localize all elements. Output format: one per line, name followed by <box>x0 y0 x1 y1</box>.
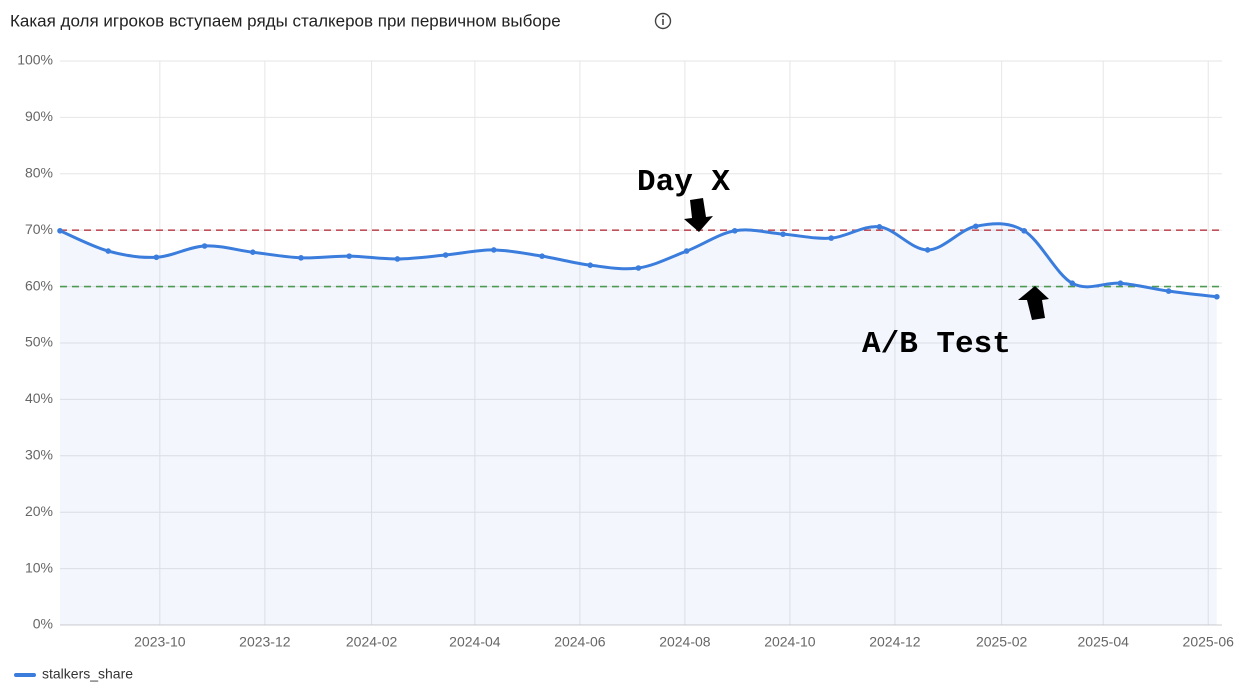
chart-title: Какая доля игроков вступаем ряды сталкер… <box>10 11 561 30</box>
point <box>153 254 160 261</box>
info-icon[interactable] <box>654 12 672 30</box>
y-tick-label: 30% <box>25 447 53 463</box>
annotation-arrow <box>1018 286 1049 320</box>
x-tick-label: 2024-06 <box>554 634 606 650</box>
y-tick-label: 40% <box>25 390 53 406</box>
point <box>201 243 208 249</box>
point <box>1117 280 1124 287</box>
area <box>60 223 1217 625</box>
point <box>491 247 497 253</box>
point <box>394 256 401 262</box>
point <box>924 247 931 253</box>
point <box>442 252 449 258</box>
y-tick-label: 70% <box>25 221 53 237</box>
y-tick-label: 20% <box>25 503 53 519</box>
point <box>973 223 979 230</box>
point <box>732 227 738 234</box>
point <box>346 253 353 259</box>
point <box>1165 288 1172 294</box>
point <box>539 253 545 259</box>
point <box>587 262 594 268</box>
point <box>57 227 63 234</box>
point <box>683 248 690 254</box>
point <box>876 224 883 230</box>
y-tick-label: 10% <box>25 559 53 575</box>
x-tick-label: 2024-10 <box>764 634 816 650</box>
x-tick-label: 2025-02 <box>976 634 1028 650</box>
point <box>105 248 112 254</box>
annotation-arrow <box>684 198 713 232</box>
legend-label[interactable]: stalkers_share <box>42 666 133 682</box>
x-tick-label: 2025-04 <box>1078 634 1130 650</box>
x-tick-label: 2024-04 <box>449 634 501 650</box>
annotation: A/B Test <box>862 327 1011 362</box>
x-tick-label: 2023-10 <box>134 634 186 650</box>
plot-area: 0% 10% 20% 30% 40% 50% 60% 70% 80% 90% 100% 2023-10… <box>17 52 1234 650</box>
point <box>780 231 786 237</box>
point <box>828 235 835 241</box>
y-tick-label: 80% <box>25 165 53 181</box>
annotation: Day X <box>637 165 730 200</box>
y-tick-label: 100% <box>17 52 53 68</box>
y-tick-label: 50% <box>25 334 53 350</box>
point <box>1214 293 1220 300</box>
point <box>298 255 304 261</box>
x-tick-label: 2024-12 <box>869 634 921 650</box>
point <box>1021 227 1027 234</box>
y-tick-label: 90% <box>25 108 53 124</box>
reference-lines <box>60 229 1222 288</box>
x-tick-label: 2025-06 <box>1183 634 1235 650</box>
x-tick-label: 2024-02 <box>346 634 398 650</box>
point <box>250 249 256 255</box>
point <box>635 265 642 271</box>
point <box>1069 280 1076 287</box>
x-tick-label: 2023-12 <box>239 634 291 650</box>
x-tick-label: 2024-08 <box>659 634 711 650</box>
y-tick-label: 0% <box>33 616 53 632</box>
y-tick-label: 60% <box>25 277 53 293</box>
